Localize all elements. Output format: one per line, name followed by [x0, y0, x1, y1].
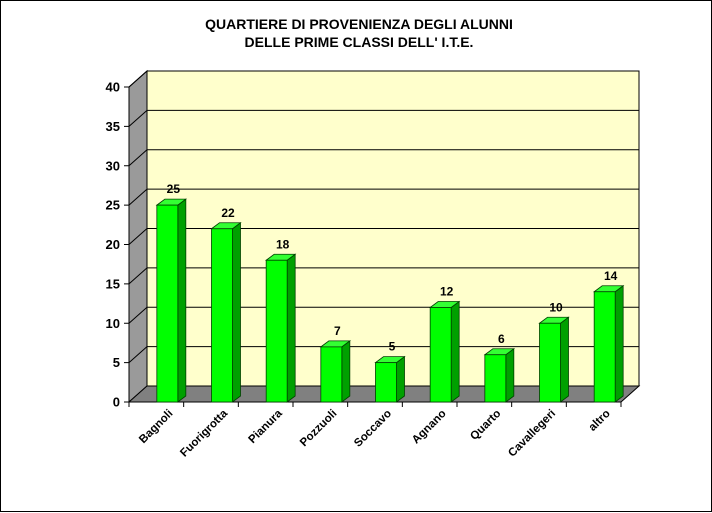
bar-pianura: [264, 253, 297, 403]
y-tick-label: 20: [106, 237, 120, 252]
y-tick-label: 25: [106, 198, 120, 213]
bar-side: [614, 284, 624, 403]
bar-front: [156, 204, 179, 403]
bar-quarto: [483, 347, 516, 403]
gridline: [128, 149, 639, 167]
chart-title-line-2: DELLE PRIME CLASSI DELL' I.T.E.: [245, 34, 474, 50]
category-label: Soccavo: [352, 408, 394, 450]
chart-title-line-1: QUARTIERE DI PROVENIENZA DEGLI ALUNNI: [205, 16, 513, 32]
data-label: 7: [334, 324, 341, 338]
gridline: [128, 267, 639, 285]
gridline: [128, 188, 639, 206]
data-label: 12: [440, 285, 454, 299]
bar-side: [177, 198, 187, 403]
bar-front: [375, 362, 397, 403]
bar-front: [211, 228, 233, 403]
x-axis-labels: Bagnoli Fuorigrotta Pianura Pozzuoli Soccavo…: [128, 402, 622, 460]
bar-front: [265, 259, 288, 403]
bar-side: [341, 340, 351, 403]
bar-pozzuoli: [319, 340, 352, 403]
bar-bagnoli: [155, 198, 188, 403]
bar-cavallegeri: [538, 316, 570, 403]
y-tick-label: 0: [113, 395, 120, 410]
category-label: Pozzuoli: [298, 408, 339, 449]
category-label: Quarto: [468, 408, 503, 443]
category-label: Cavallegeri: [506, 408, 558, 460]
bar-front: [593, 291, 616, 403]
bar-altro: [592, 284, 625, 403]
category-label: Agnano: [410, 408, 449, 447]
y-tick-label: 40: [106, 80, 120, 95]
data-labels: 25 22 18 7 5 12 6 10 14: [167, 182, 618, 354]
bar-front: [484, 354, 507, 403]
y-tick-label: 5: [113, 355, 120, 370]
data-label: 25: [167, 182, 181, 196]
data-label: 22: [221, 206, 235, 220]
gridline: [128, 306, 639, 324]
bar-front: [320, 346, 343, 403]
bar-side: [396, 355, 405, 403]
data-label: 18: [276, 237, 290, 251]
gridline: [128, 346, 639, 363]
bar-front: [429, 307, 452, 403]
bar-side: [560, 316, 569, 403]
bar-soccavo: [374, 355, 406, 403]
category-label: Bagnoli: [137, 408, 175, 446]
bar-side: [450, 300, 460, 403]
gridline: [128, 228, 639, 245]
gridline: [128, 109, 639, 127]
bar-front: [539, 322, 561, 403]
y-tick-label: 10: [106, 316, 120, 331]
gridlines: [128, 70, 639, 363]
y-tick-label: 35: [106, 119, 120, 134]
category-label: altro: [587, 408, 613, 434]
category-label: Fuorigrotta: [178, 407, 230, 459]
data-label: 14: [604, 269, 618, 283]
data-label: 5: [389, 340, 396, 354]
y-tick-label: 15: [106, 276, 120, 291]
y-axis-ticks: 0 5 10 15 20 25 30 35 40: [106, 80, 129, 410]
y-tick-label: 30: [106, 158, 120, 173]
bar-fuorigrotta: [210, 221, 242, 403]
bar-side: [286, 253, 296, 403]
bar-side: [505, 347, 515, 403]
gridline: [128, 70, 639, 88]
data-label: 10: [549, 300, 563, 314]
category-label: Pianura: [246, 407, 285, 446]
bar-agnano: [428, 300, 461, 403]
bars: [155, 198, 625, 403]
bar-side: [232, 221, 241, 403]
data-label: 6: [498, 332, 505, 346]
